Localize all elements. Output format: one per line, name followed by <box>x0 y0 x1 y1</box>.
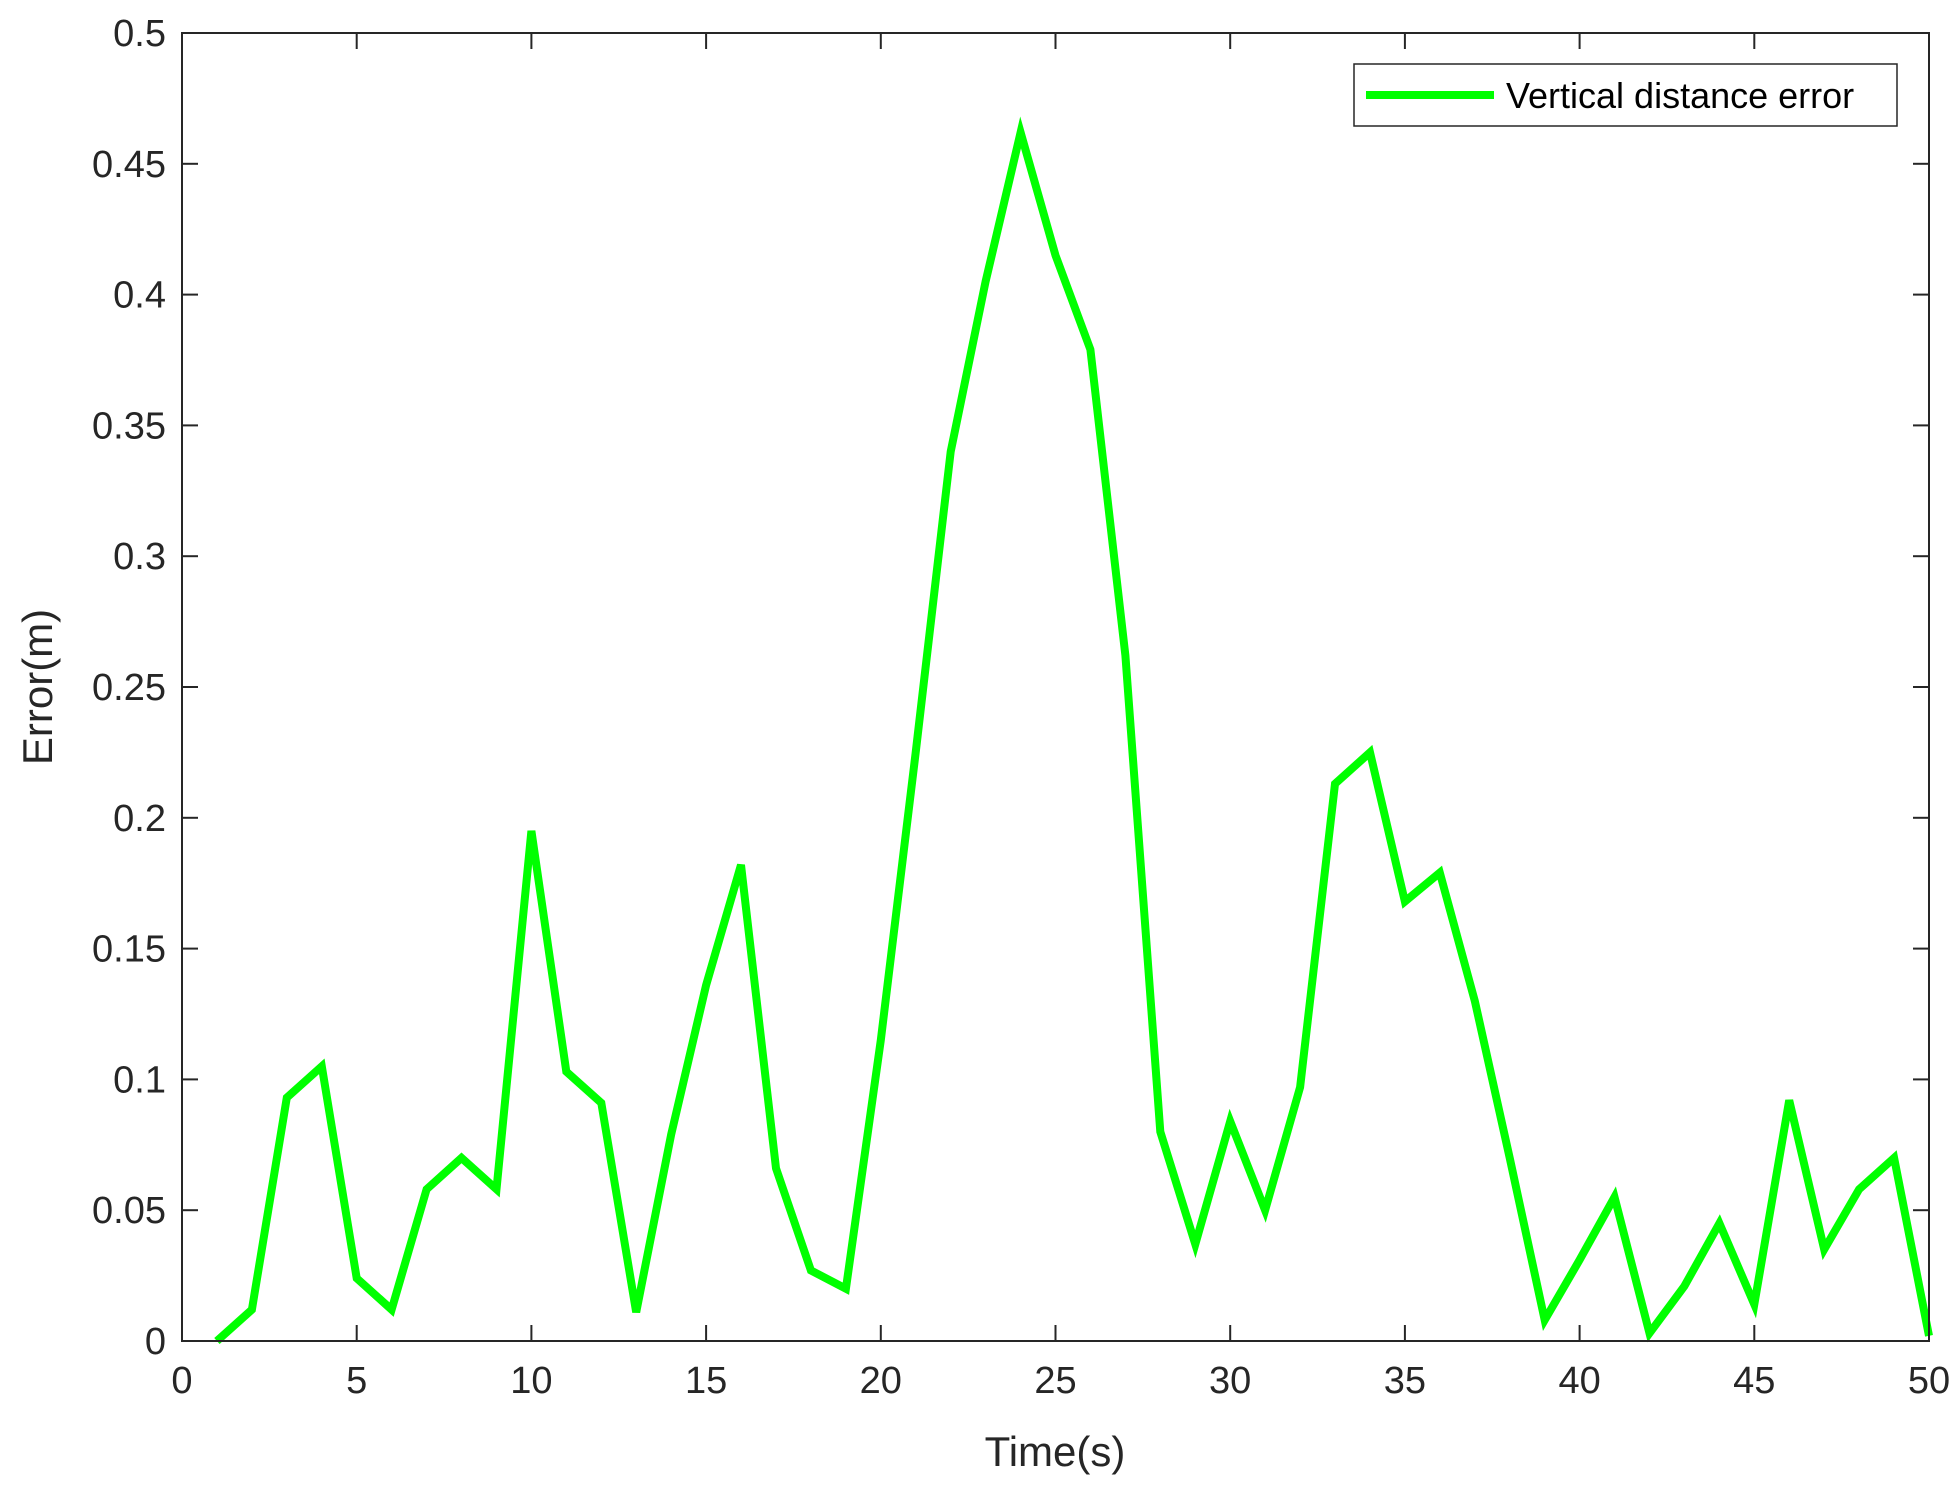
x-tick-label: 15 <box>685 1360 727 1402</box>
x-tick-label: 5 <box>346 1360 367 1402</box>
y-tick-label: 0 <box>145 1321 166 1363</box>
x-tick-label: 25 <box>1034 1360 1076 1402</box>
x-tick-label: 45 <box>1733 1360 1775 1402</box>
y-tick-label: 0.05 <box>92 1190 166 1232</box>
y-tick-label: 0.2 <box>113 798 166 840</box>
y-tick-label: 0.15 <box>92 929 166 971</box>
y-tick-label: 0.5 <box>113 13 166 55</box>
x-tick-label: 40 <box>1558 1360 1600 1402</box>
plot-frame <box>181 32 1930 1342</box>
x-tick-label: 35 <box>1384 1360 1426 1402</box>
x-axis-label: Time(s) <box>985 1428 1126 1475</box>
y-tick-label: 0.3 <box>113 536 166 578</box>
legend-label: Vertical distance error <box>1506 75 1854 116</box>
plot-area <box>182 33 1929 1341</box>
x-tick-label: 10 <box>510 1360 552 1402</box>
x-tick-label: 0 <box>171 1360 192 1402</box>
legend: Vertical distance error <box>1353 63 1898 127</box>
series-lines <box>214 116 1933 1344</box>
x-tick-label: 20 <box>860 1360 902 1402</box>
y-tick-label: 0.45 <box>92 144 166 186</box>
y-axis-label: Error(m) <box>14 609 61 765</box>
x-tick-label: 50 <box>1908 1360 1950 1402</box>
y-tick-label: 0.25 <box>92 667 166 709</box>
y-tick-label: 0.35 <box>92 405 166 447</box>
series-line <box>214 116 1933 1344</box>
y-tick-label: 0.4 <box>113 275 166 317</box>
y-tick-label: 0.1 <box>113 1059 166 1101</box>
x-tick-label: 30 <box>1209 1360 1251 1402</box>
x-tick-labels: 0 5 10 15 20 25 30 35 40 45 50 <box>171 1360 1950 1402</box>
y-tick-labels: 0 0.05 0.1 0.15 0.2 0.25 0.3 0.35 0.4 0.45 0.5 <box>92 13 166 1363</box>
